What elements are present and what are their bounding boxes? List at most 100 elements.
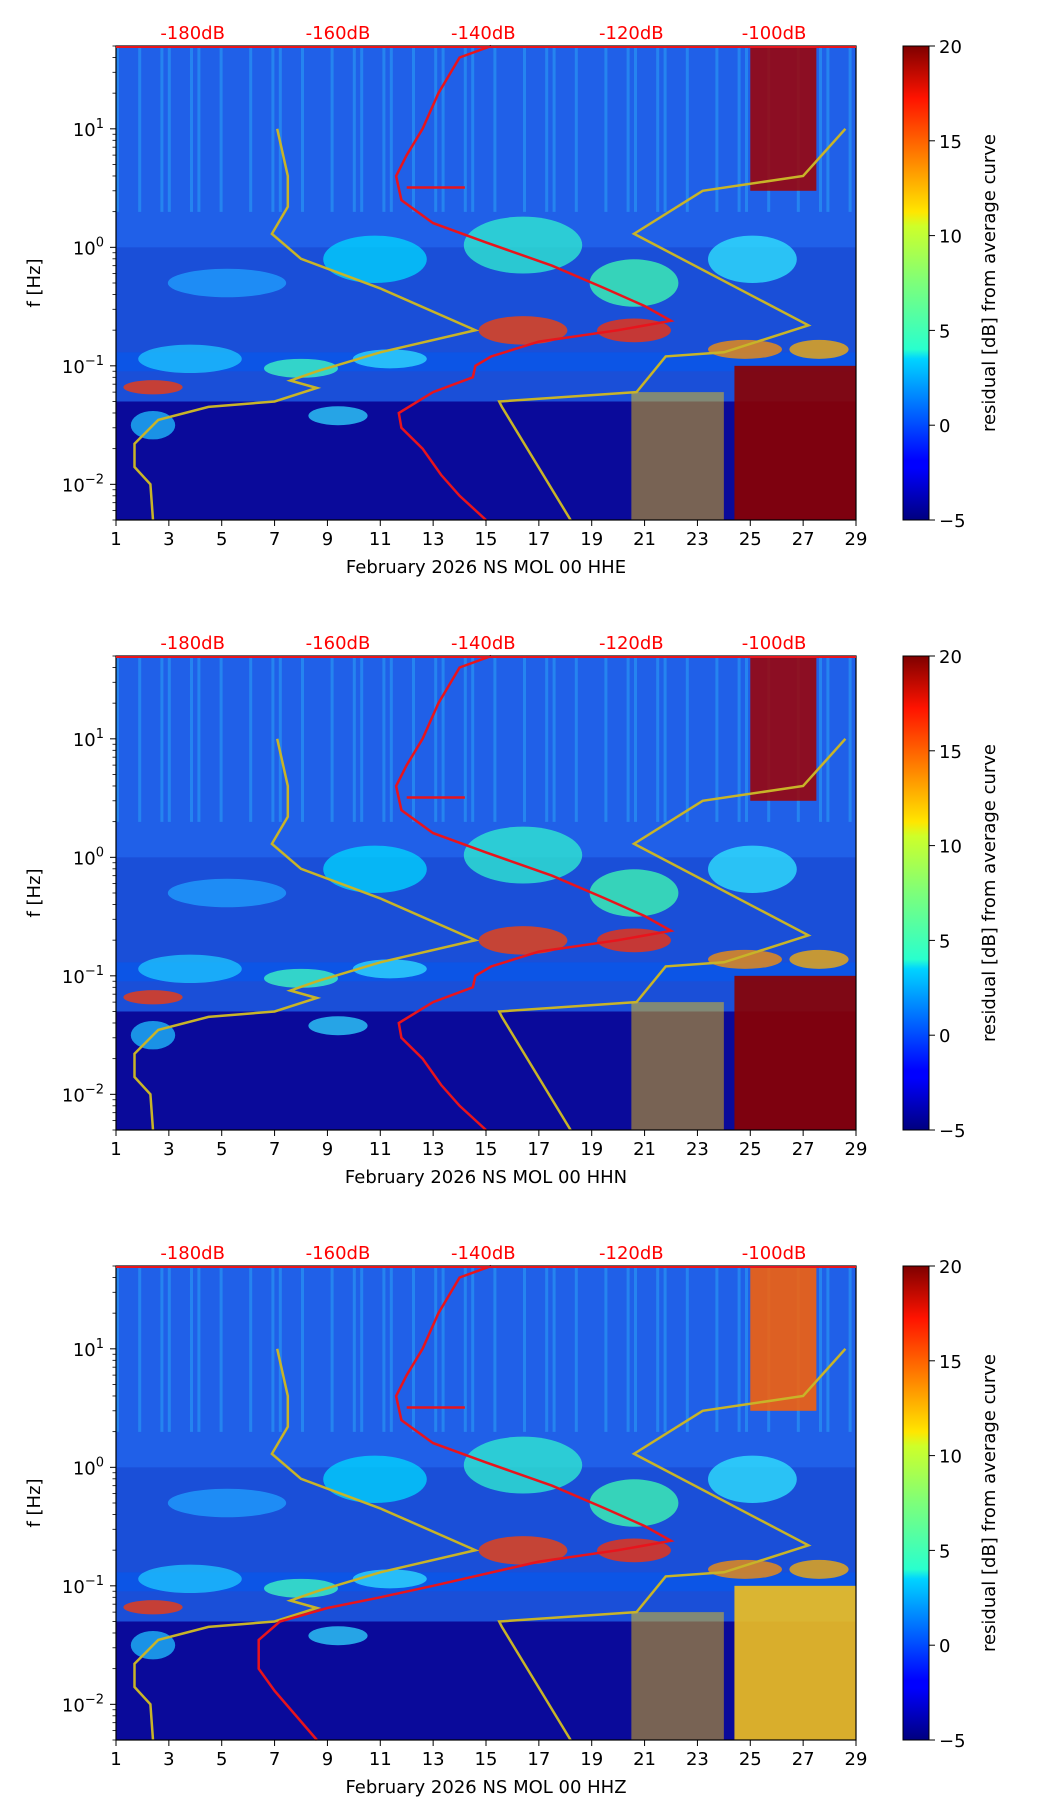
spectrogram-stripe	[523, 656, 526, 822]
y-tick-label: 101	[73, 727, 104, 751]
spectrogram-stripe	[745, 1266, 748, 1432]
high-residual-patch	[631, 1612, 724, 1740]
spectrogram-stripe	[737, 46, 741, 212]
spectrogram-patch	[589, 869, 679, 917]
spectrogram-stripe	[463, 656, 467, 822]
spectrogram-stripe	[848, 656, 852, 822]
spectrogram-stripe	[249, 46, 253, 212]
colorbar-tick-label: −5	[939, 511, 966, 532]
spectrogram-stripe	[441, 46, 445, 212]
x-tick-label: 5	[216, 1139, 227, 1160]
x-tick-label: 19	[580, 1139, 603, 1160]
x-tick-label: 19	[580, 1749, 603, 1770]
spectrogram-stripe	[552, 656, 556, 822]
spectrogram-patch	[463, 1436, 583, 1494]
spectrogram-stripe	[493, 656, 497, 822]
colorbar	[902, 45, 930, 521]
high-frequency-band	[116, 656, 856, 858]
spectrogram-stripe	[685, 46, 689, 212]
spectrogram-stripe	[826, 46, 830, 212]
spectrogram-stripe	[167, 656, 171, 822]
spectrogram-stripe	[545, 1266, 549, 1432]
spectrogram-stripe	[360, 656, 364, 822]
top-db-label: -100dB	[742, 633, 807, 654]
x-tick-label: 27	[792, 529, 815, 550]
x-tick-label: 9	[322, 1139, 333, 1160]
spectrogram-stripe	[819, 656, 822, 822]
spectrogram-stripe	[190, 656, 193, 822]
y-tick-label: 101	[73, 1337, 104, 1361]
spectrogram-stripe	[604, 656, 608, 822]
y-tick-label: 10−1	[62, 1574, 104, 1598]
spectrogram-patch	[167, 1488, 287, 1518]
x-tick-label: 27	[792, 1139, 815, 1160]
spectrogram-patch	[352, 1569, 427, 1589]
x-tick-label: 1	[110, 529, 121, 550]
spectrogram-stripe	[160, 656, 164, 822]
spectrogram-stripe	[634, 656, 637, 822]
spectrogram-stripe	[190, 1266, 193, 1432]
spectrogram-patch	[708, 235, 797, 283]
spectrogram-patch	[123, 380, 183, 395]
spectrogram-patch	[308, 1626, 368, 1646]
spectrogram-stripe	[656, 1266, 660, 1432]
spectrogram-stripe	[574, 46, 578, 212]
y-tick-label: 10−2	[62, 1082, 104, 1106]
spectrogram-stripe	[412, 1266, 415, 1432]
spectrogram-patch	[123, 1600, 183, 1615]
x-tick-label: 7	[269, 529, 280, 550]
x-tick-label: 15	[475, 1749, 498, 1770]
spectrogram-stripe	[330, 46, 334, 212]
spectrogram-stripe	[278, 656, 282, 822]
spectrogram-stripe	[634, 1266, 637, 1432]
low-frequency-band	[116, 1621, 856, 1740]
x-tick-label: 23	[686, 529, 709, 550]
spectrogram-stripe	[745, 46, 748, 212]
spectrogram-stripe	[826, 656, 830, 822]
high-residual-patch	[734, 975, 856, 1130]
spectrogram-stripe	[715, 46, 719, 212]
spectrogram-patch	[264, 968, 338, 988]
colorbar-tick-label: −5	[939, 1121, 966, 1142]
spectrogram-stripe	[574, 1266, 578, 1432]
y-tick-label: 100	[73, 1455, 104, 1479]
spectrogram-stripe	[848, 1266, 852, 1432]
average-psd-curve	[394, 654, 675, 1131]
y-tick-label: 10−1	[62, 354, 104, 378]
spectrogram-stripe	[138, 46, 142, 212]
spectrogram-stripe	[352, 1266, 356, 1432]
spectrogram-stripe	[116, 656, 119, 822]
spectrogram-stripe	[604, 1266, 608, 1432]
spectrogram-stripe	[382, 1266, 386, 1432]
x-tick-label: 11	[369, 1749, 392, 1770]
high-residual-patch	[734, 365, 856, 520]
high-frequency-band	[116, 46, 856, 248]
spectrogram-stripe	[493, 46, 497, 212]
spectrogram-stripe	[493, 1266, 497, 1432]
spectrogram-patch	[264, 1578, 338, 1598]
spectrogram-stripe	[715, 1266, 719, 1432]
spectrogram-stripe	[301, 46, 304, 212]
top-db-label: -120dB	[599, 23, 664, 44]
x-tick-label: 25	[739, 1749, 762, 1770]
colorbar-tick-label: 15	[939, 1352, 962, 1373]
low-frequency-band	[116, 1011, 856, 1130]
x-tick-label: 5	[216, 1749, 227, 1770]
spectrogram-stripe	[330, 1266, 334, 1432]
x-tick-label: 25	[739, 529, 762, 550]
spectrogram-stripe	[249, 1266, 253, 1432]
spectrogram-stripe	[663, 46, 667, 212]
spectrogram-patch	[323, 1455, 427, 1504]
spectrogram-stripe	[116, 46, 119, 212]
colorbar-tick-label: 10	[939, 837, 962, 858]
noise-model-curve-high	[497, 127, 847, 521]
spectrogram-patch	[138, 344, 242, 374]
x-tick-label: 29	[845, 1749, 868, 1770]
average-psd-curve	[257, 1264, 675, 1741]
x-tick-label: 17	[527, 1139, 550, 1160]
spectrogram-stripe	[523, 1266, 526, 1432]
spectrogram-stripe	[604, 46, 608, 212]
spectrogram-stripe	[389, 46, 393, 212]
